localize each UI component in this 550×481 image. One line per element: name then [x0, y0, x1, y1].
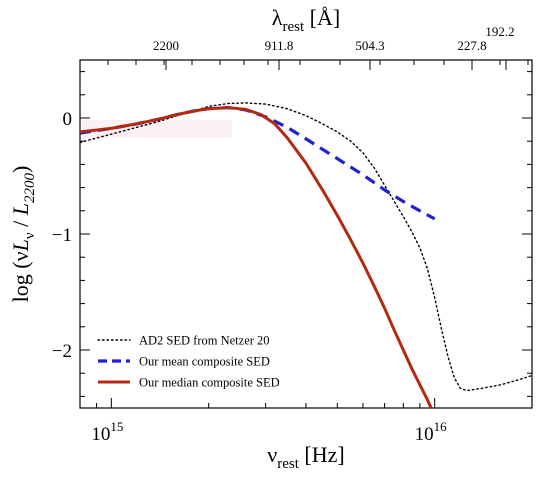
legend-label: Our mean composite SED [139, 355, 270, 369]
series-layer [80, 102, 532, 408]
legend: AD2 SED from Netzer 20 Our mean composite… [97, 334, 280, 390]
background-artifacts [50, 120, 232, 246]
top-axis-title: λrest [Å] [272, 5, 340, 35]
y-axis-title: log (νLν / L2200) [8, 166, 38, 303]
series-line-3 [80, 106, 433, 408]
x-axis-title: νrest [Hz] [267, 442, 344, 472]
x-tick-label: 1016 [415, 419, 448, 445]
y-tick-label: −2 [52, 341, 72, 362]
top-tick-label: 2200 [153, 38, 179, 53]
y-tick-label: −1 [52, 225, 72, 246]
top-tick-label: 911.8 [265, 38, 294, 53]
top-tick-label: 192.2 [485, 24, 514, 39]
axis-ticks [79, 60, 533, 408]
y-tick-label: 0 [63, 109, 73, 130]
legend-label: AD2 SED from Netzer 20 [139, 334, 270, 348]
top-tick-label: 504.3 [355, 38, 384, 53]
top-tick-label: 227.8 [457, 38, 486, 53]
x-tick-label: 1015 [91, 419, 123, 445]
legend-label: Our median composite SED [139, 376, 280, 390]
